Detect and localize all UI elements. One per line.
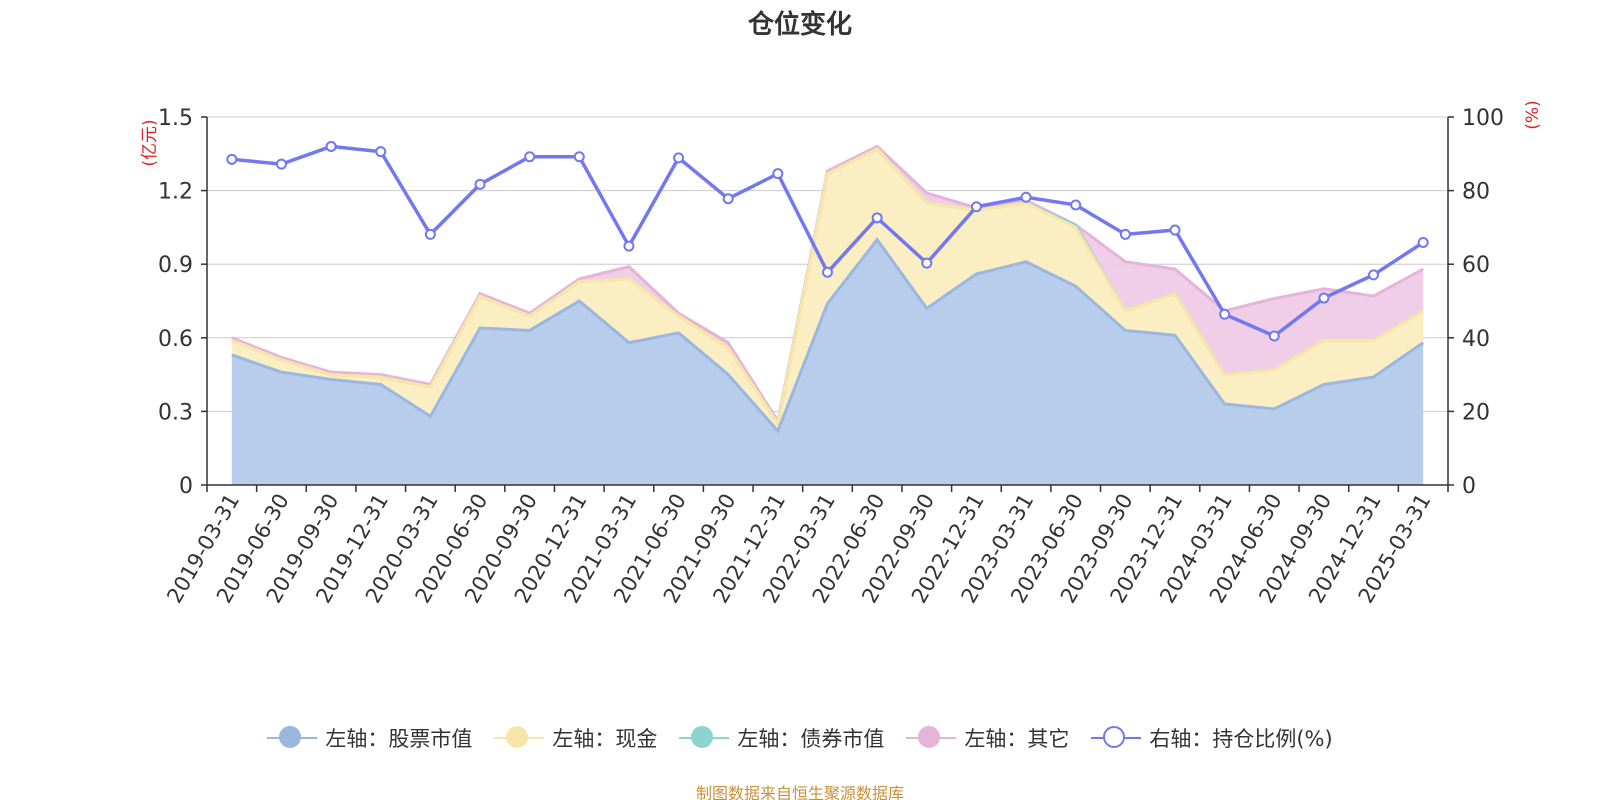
source-note: 制图数据来自恒生聚源数据库 (695, 784, 904, 800)
ratio-point (1268, 330, 1280, 342)
right-tick-label: 60 (1462, 253, 1490, 278)
right-tick-label: 80 (1462, 180, 1490, 205)
ratio-point (524, 151, 536, 163)
ratio-point (573, 151, 585, 163)
legend-label: 左轴：债券市值 (737, 727, 885, 751)
right-tick-label: 40 (1462, 327, 1490, 352)
ratio-point (1020, 191, 1032, 203)
ratio-point (1219, 308, 1231, 320)
ratio-point (722, 193, 734, 205)
legend-item-cash[interactable]: 左轴：现金 (494, 723, 657, 753)
left-tick-label: 1.5 (158, 106, 193, 131)
ratio-point (871, 212, 883, 224)
ratio-point (1070, 199, 1082, 211)
legend-item-other[interactable]: 左轴：其它 (906, 723, 1069, 753)
ratio-point (1417, 236, 1429, 248)
ratio-point (970, 201, 982, 213)
right-tick-label: 20 (1462, 400, 1490, 425)
right-tick-label: 0 (1462, 474, 1476, 499)
ratio-point (424, 228, 436, 240)
cash-line (231, 147, 1424, 428)
chart-title: 仓位变化 (747, 10, 852, 40)
other-area (231, 146, 1424, 424)
ratio-point (1368, 269, 1380, 281)
chart-legend: 左轴：股票市值 左轴：现金 左轴：债券市值 左轴：其它 右轴：持仓比例(%) (0, 723, 1600, 753)
right-tick-label: 100 (1462, 106, 1504, 131)
ratio-point (673, 152, 685, 164)
ratio-point (921, 257, 933, 269)
ratio-point (772, 168, 784, 180)
stock-area (231, 239, 1424, 485)
cash-area (231, 148, 1424, 432)
ratio-point (325, 140, 337, 152)
left-tick-label: 0.6 (158, 327, 193, 352)
ratio-point (375, 146, 387, 158)
ratio-point (1169, 224, 1181, 236)
ratio-point (1119, 228, 1131, 240)
legend-item-ratio[interactable]: 右轴：持仓比例(%) (1091, 723, 1333, 753)
left-axis-unit: (亿元) (140, 119, 160, 166)
legend-label: 左轴：其它 (964, 727, 1070, 751)
cash-legend-swatch (494, 726, 545, 750)
ratio-point (822, 266, 833, 278)
legend-item-bond[interactable]: 左轴：债券市值 (679, 723, 884, 753)
left-tick-label: 0.3 (158, 400, 193, 425)
legend-label: 左轴：股票市值 (325, 727, 473, 751)
legend-item-stock[interactable]: 左轴：股票市值 (267, 723, 472, 753)
ratio-point (623, 240, 635, 252)
ratio-legend-swatch (1091, 726, 1142, 750)
bond-legend-swatch (679, 726, 730, 750)
ratio-point (1318, 292, 1330, 304)
ratio-point (275, 158, 287, 170)
right-axis-unit: (%) (1523, 100, 1543, 129)
legend-label: 右轴：持仓比例(%) (1149, 727, 1333, 751)
left-tick-label: 0.9 (158, 253, 193, 278)
left-tick-label: 0 (179, 474, 193, 499)
stock-legend-swatch (267, 726, 318, 750)
ratio-point (226, 153, 238, 165)
other-legend-swatch (906, 726, 957, 750)
stock-line (231, 237, 1425, 434)
ratio-point (474, 178, 486, 190)
left-tick-label: 1.2 (158, 180, 193, 205)
legend-label: 左轴：现金 (552, 727, 658, 751)
